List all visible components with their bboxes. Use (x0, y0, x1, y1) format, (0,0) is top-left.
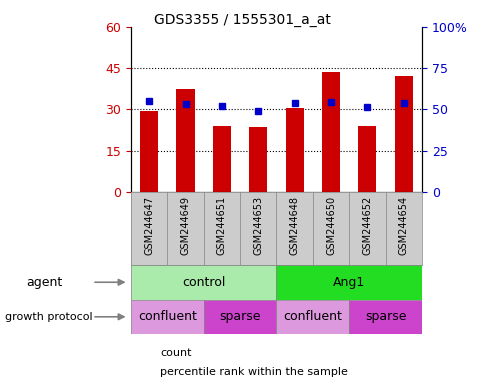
Bar (212, 126, 230, 192)
Text: control: control (182, 276, 225, 289)
Text: GSM244648: GSM244648 (289, 196, 299, 255)
Text: confluent: confluent (137, 310, 197, 323)
Text: confluent: confluent (283, 310, 342, 323)
Text: count: count (160, 348, 191, 358)
Text: GSM244647: GSM244647 (144, 196, 154, 255)
Bar (176, 89, 194, 192)
Bar (131, 300, 203, 334)
Text: sparse: sparse (219, 310, 260, 323)
Bar (348, 300, 421, 334)
Text: GSM244652: GSM244652 (362, 196, 372, 255)
Bar (140, 111, 158, 192)
Text: GSM244651: GSM244651 (216, 196, 227, 255)
Bar (358, 126, 376, 192)
Bar (276, 300, 348, 334)
Bar (394, 76, 412, 192)
Bar (203, 300, 276, 334)
Text: agent: agent (27, 276, 63, 289)
Text: GDS3355 / 1555301_a_at: GDS3355 / 1555301_a_at (154, 13, 330, 27)
Bar (131, 265, 276, 300)
Text: Ang1: Ang1 (333, 276, 364, 289)
Text: percentile rank within the sample: percentile rank within the sample (160, 367, 347, 377)
Text: GSM244654: GSM244654 (398, 196, 408, 255)
Text: GSM244650: GSM244650 (325, 196, 335, 255)
Text: GSM244653: GSM244653 (253, 196, 263, 255)
Bar (276, 265, 421, 300)
Text: growth protocol: growth protocol (5, 312, 92, 322)
Bar (249, 127, 267, 192)
Bar (285, 108, 303, 192)
Bar (321, 72, 339, 192)
Text: sparse: sparse (364, 310, 406, 323)
Text: GSM244649: GSM244649 (180, 196, 190, 255)
